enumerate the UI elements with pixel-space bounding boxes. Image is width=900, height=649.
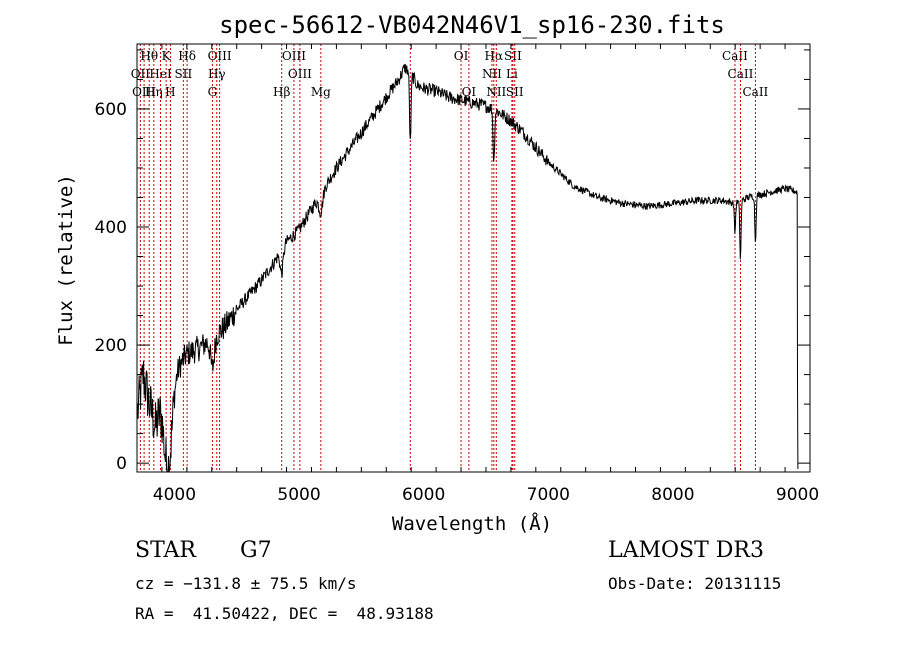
x-axis: 4000 5000 6000 7000 8000 9000 [136,44,819,505]
line-label-6: Hα [485,49,504,63]
y-tick-label: 400 [95,218,127,238]
line-label-9: OII [131,67,151,81]
coordinates: RA = 41.50422, DEC = 48.93188 [135,604,434,623]
line-label-15: Li [506,67,518,81]
y-tick-label: 600 [95,100,127,120]
y-axis-label: Flux (relative) [55,174,77,346]
plot-frame [136,43,811,473]
plot-area [136,43,811,473]
x-tick-label: 6000 [402,485,445,505]
line-label-10: HeI [149,67,172,81]
line-label-3: OIII [208,49,232,63]
x-tick-label: 7000 [527,485,570,505]
line-label-26: CaII [742,85,768,99]
object-class: STAR [135,538,196,563]
line-label-4: OIII [282,49,306,63]
y-axis: 0 200 400 600 [95,49,810,474]
line-label-5: OI [454,49,469,63]
line-label-21: Hβ [273,85,290,99]
line-label-2: Hδ [178,49,196,63]
line-label-16: CaII [728,67,754,81]
line-label-13: OIII [288,67,312,81]
line-label-0: Hθ [140,49,158,63]
x-tick-label: 8000 [651,485,694,505]
x-tick-label: 5000 [277,485,320,505]
line-label-23: OI [462,85,477,99]
line-label-25: SII [506,85,524,99]
chart-title: spec-56612-VB042N46V1_sp16-230.fits [219,11,725,39]
line-label-1: K [162,49,172,63]
x-tick-label: 9000 [776,485,819,505]
redshift-readout: cz = −131.8 ± 75.5 km/s [135,574,357,593]
spectrum-series-line [137,63,799,473]
line-label-24: NII [486,85,506,99]
line-label-22: Mg [311,85,331,99]
line-label-14: NII [482,67,502,81]
line-label-19: H [165,85,175,99]
line-label-8: CaII [722,49,748,63]
spectral-subclass: G7 [240,538,272,563]
x-axis-label: Wavelength (Å) [392,512,552,535]
obs-date: Obs-Date: 20131115 [608,574,782,593]
line-label-20: G [208,85,218,99]
line-label-12: Hγ [208,67,226,81]
line-label-18: Hη [145,85,163,99]
y-tick-label: 0 [116,454,127,474]
x-tick-label: 4000 [153,485,196,505]
y-tick-label: 200 [95,336,127,356]
line-label-7: SII [504,49,522,63]
line-label-17: OIII [132,85,156,99]
survey-name: LAMOST DR3 [608,538,764,563]
line-label-11: SII [175,67,193,81]
